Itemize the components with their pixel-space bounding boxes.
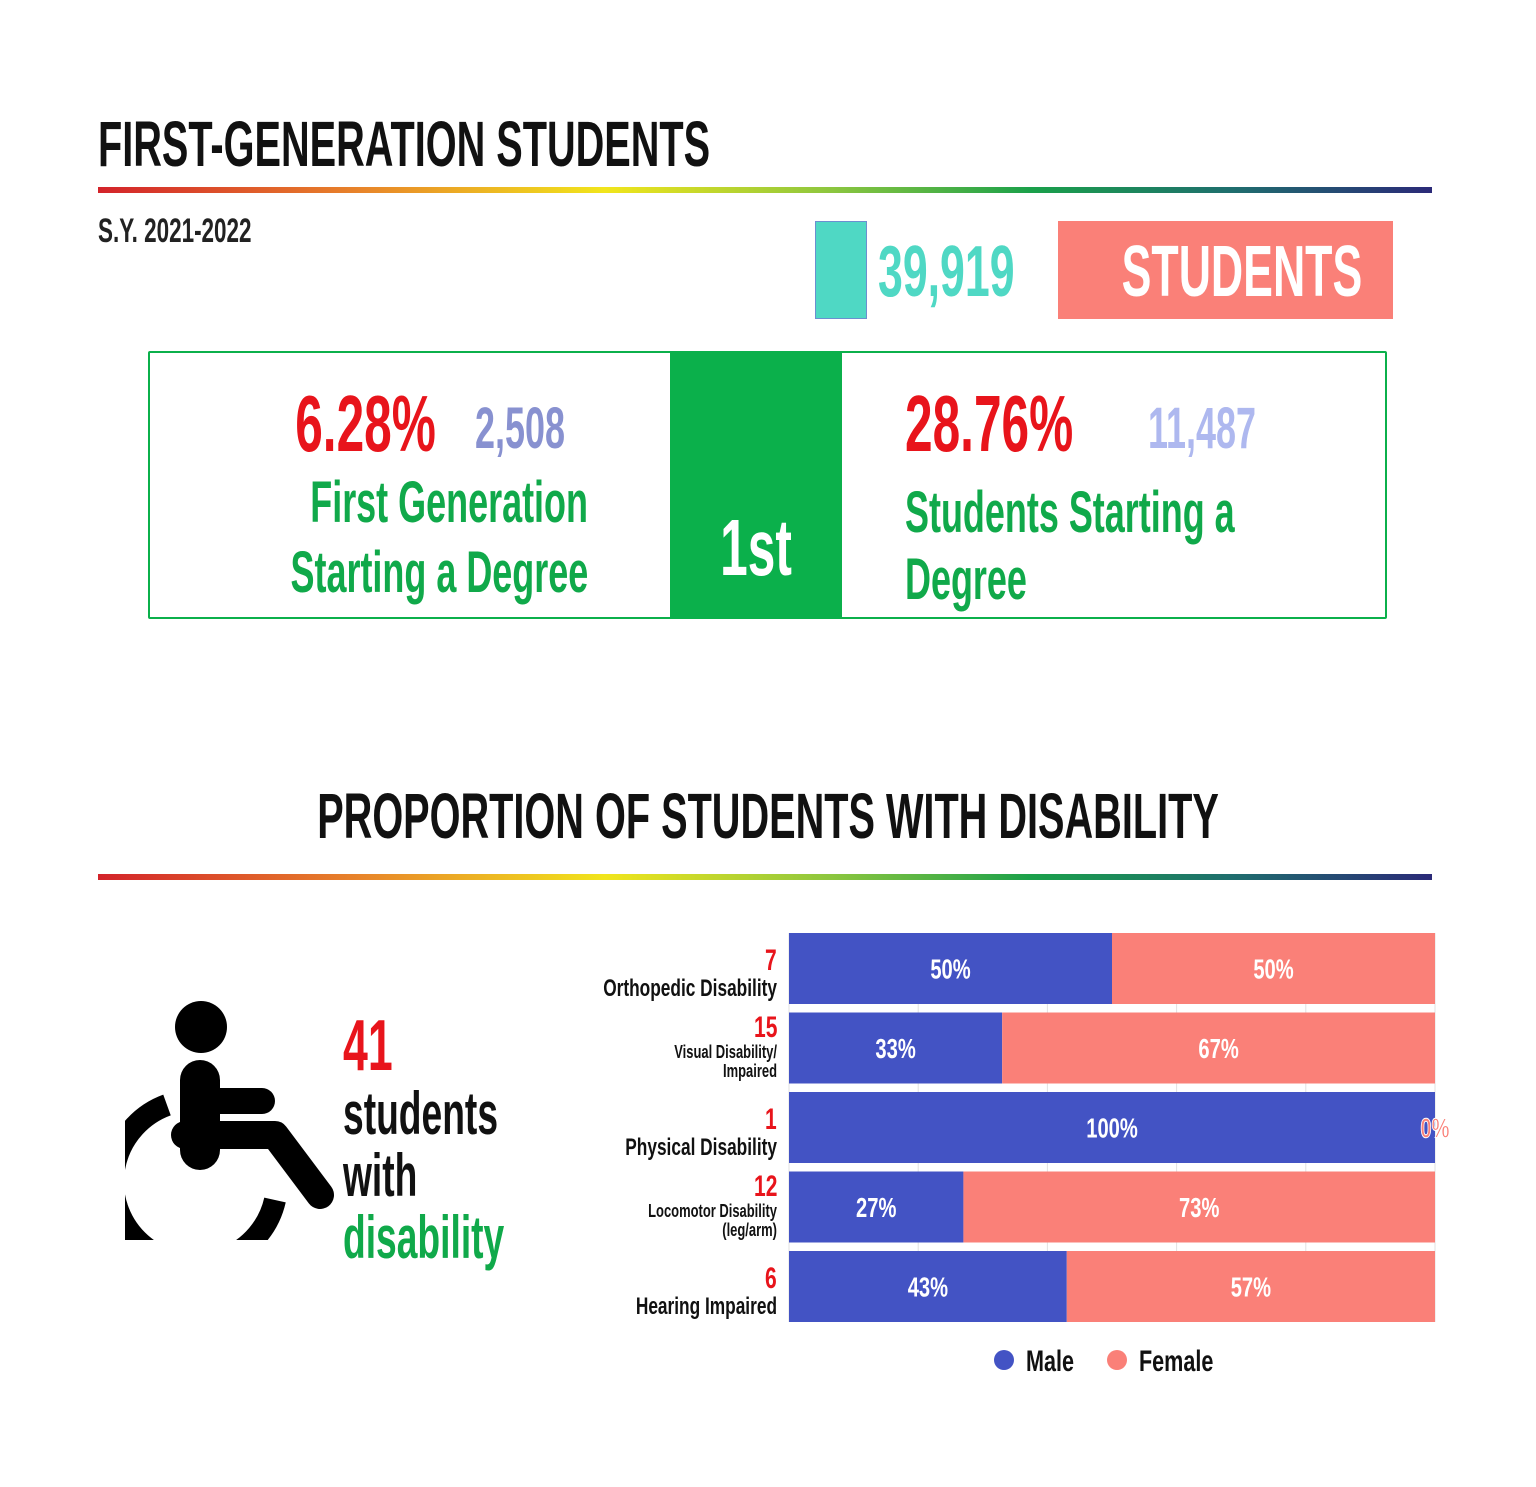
category-label: Locomotor Disability (leg/arm) <box>648 1200 777 1240</box>
category-label: Hearing Impaired <box>635 1292 777 1320</box>
bar-segment <box>963 1171 1435 1243</box>
disability-label: with <box>343 1142 418 1209</box>
left-label: First Generation <box>310 470 588 535</box>
right-count: 11,487 <box>1148 396 1257 461</box>
category-label: Physical Disability <box>625 1133 777 1161</box>
left-percent: 6.28% <box>295 379 436 468</box>
category-count: 6 <box>765 1261 777 1295</box>
section-title: PROPORTION OF STUDENTS WITH DISABILITY <box>317 780 1219 852</box>
legend-marker <box>994 1350 1014 1370</box>
disability-label: students <box>343 1080 499 1147</box>
category-group: 6 Hearing Impaired <box>577 1211 777 1319</box>
category-label: Orthopedic Disability <box>603 974 777 1002</box>
value-label: 67% <box>1198 1034 1239 1065</box>
left-label: Starting a Degree <box>290 540 588 605</box>
category-count: 15 <box>753 1010 777 1044</box>
value-label: 27% <box>856 1193 897 1224</box>
school-year: S.Y. 2021-2022 <box>98 212 252 250</box>
total-unit: STUDENTS <box>1121 232 1363 312</box>
bar-segment <box>789 1171 964 1243</box>
value-label: 33% <box>875 1034 916 1065</box>
gradient-rule <box>98 187 1432 193</box>
accent-block <box>815 221 867 319</box>
value-label: 43% <box>908 1272 949 1303</box>
category-group: 15 Visual Disability/ Impaired <box>577 973 777 1081</box>
value-label: 73% <box>1179 1193 1220 1224</box>
value-label: 100% <box>1086 1113 1138 1144</box>
category-count: 12 <box>753 1169 777 1203</box>
legend-label: Female <box>1139 1343 1213 1377</box>
value-label: 50% <box>1253 954 1294 985</box>
category-group: 12 Locomotor Disability (leg/arm) <box>577 1132 777 1240</box>
category-count: 7 <box>765 943 777 977</box>
right-label: Students Starting a <box>905 480 1235 545</box>
category-group: 1 Physical Disability <box>577 1052 777 1160</box>
right-label: Degree <box>905 547 1027 612</box>
disability-label: disability <box>343 1204 505 1271</box>
gradient-rule <box>98 874 1432 880</box>
right-percent: 28.76% <box>905 379 1074 468</box>
section-title: FIRST-GENERATION STUDENTS <box>98 108 711 180</box>
wheelchair-icon <box>125 1001 334 1240</box>
total-unit-box <box>1058 221 1393 319</box>
bar-segment <box>789 1012 1003 1084</box>
legend-label: Male <box>1026 1343 1074 1377</box>
category-group: 7 Orthopedic Disability <box>577 893 777 1001</box>
bar-segment <box>789 1251 1067 1322</box>
category-label: Visual Disability/ Impaired <box>674 1041 777 1081</box>
left-count: 2,508 <box>475 396 565 461</box>
value-label: 50% <box>930 954 971 985</box>
bar-segment <box>1066 1251 1435 1322</box>
bar-segment <box>789 933 1112 1004</box>
disability-count: 41 <box>343 1006 393 1086</box>
total-count: 39,919 <box>878 232 1015 312</box>
legend-marker <box>1107 1350 1127 1370</box>
category-count: 1 <box>765 1102 777 1136</box>
value-label: 57% <box>1231 1272 1272 1303</box>
bar-segment <box>1002 1012 1435 1084</box>
value-label: 0% <box>1420 1113 1449 1144</box>
rank: 1st <box>720 503 792 592</box>
bar-segment <box>1112 933 1435 1004</box>
bar-segment <box>789 1092 1435 1163</box>
rank-block <box>670 351 842 619</box>
